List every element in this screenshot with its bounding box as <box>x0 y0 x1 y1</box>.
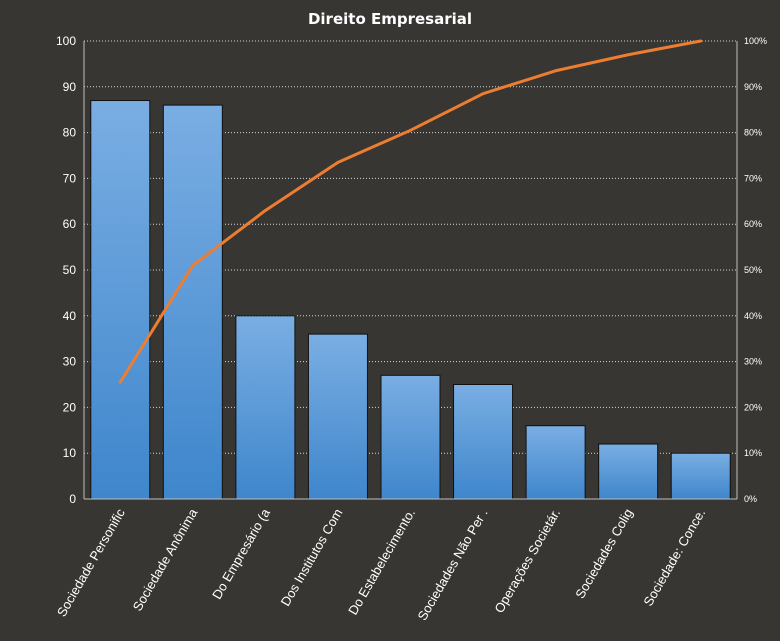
y-tick-label: 50 <box>63 263 77 277</box>
x-tick-label: Sociedades Colig <box>572 506 636 601</box>
y2-tick-label: 80% <box>744 128 762 138</box>
bar <box>90 100 151 500</box>
bar <box>453 384 514 500</box>
y-tick-label: 80 <box>63 126 77 140</box>
y2-tick-label: 10% <box>744 448 762 458</box>
bar <box>307 333 368 500</box>
y-tick-label: 90 <box>63 80 77 94</box>
x-tick-label: Sociedades Não Per . <box>414 506 490 623</box>
bar <box>235 315 296 500</box>
x-tick-label: Sociedade: Conce. <box>640 506 708 609</box>
y-tick-label: 0 <box>69 492 76 506</box>
y-tick-label: 100 <box>56 34 76 48</box>
bar <box>525 425 586 500</box>
x-tick-label: Dos Institutos Com <box>278 506 346 609</box>
bar <box>598 443 659 500</box>
y-tick-label: 60 <box>63 217 77 231</box>
y2-tick-label: 70% <box>744 173 762 183</box>
y2-tick-label: 30% <box>744 357 762 367</box>
y2-tick-label: 40% <box>744 311 762 321</box>
y-tick-label: 10 <box>63 446 77 460</box>
axis-labels: 0 10 20 30 40 50 60 70 80 90 100 0% 10% 20% 30% 40% 50% 6… <box>54 34 767 623</box>
y2-tick-label: 20% <box>744 402 762 412</box>
chart-title: Direito Empresarial <box>308 10 472 28</box>
x-tick-label: Do Estabelecimento. <box>345 506 418 617</box>
axes <box>83 41 738 500</box>
cumulative-line-series <box>118 39 703 384</box>
y2-tick-label: 50% <box>744 265 762 275</box>
y-tick-label: 40 <box>63 309 77 323</box>
y-tick-label: 30 <box>63 355 77 369</box>
y2-tick-label: 90% <box>744 82 762 92</box>
y2-tick-label: 0% <box>744 494 757 504</box>
x-tick-label: Operações Societár. <box>491 506 563 616</box>
y-tick-label: 20 <box>63 400 77 414</box>
x-tick-label: Do Empresário (a <box>209 505 273 601</box>
bar <box>670 452 731 500</box>
y-tick-label: 70 <box>63 171 77 185</box>
x-tick-label: Sociedade Personific <box>54 506 128 620</box>
y2-tick-label: 60% <box>744 219 762 229</box>
y2-tick-label: 100% <box>744 36 767 46</box>
bar <box>380 374 441 500</box>
bar <box>162 104 223 500</box>
bar-series <box>90 100 731 500</box>
x-tick-label: Sociedade Anônima <box>130 505 201 613</box>
